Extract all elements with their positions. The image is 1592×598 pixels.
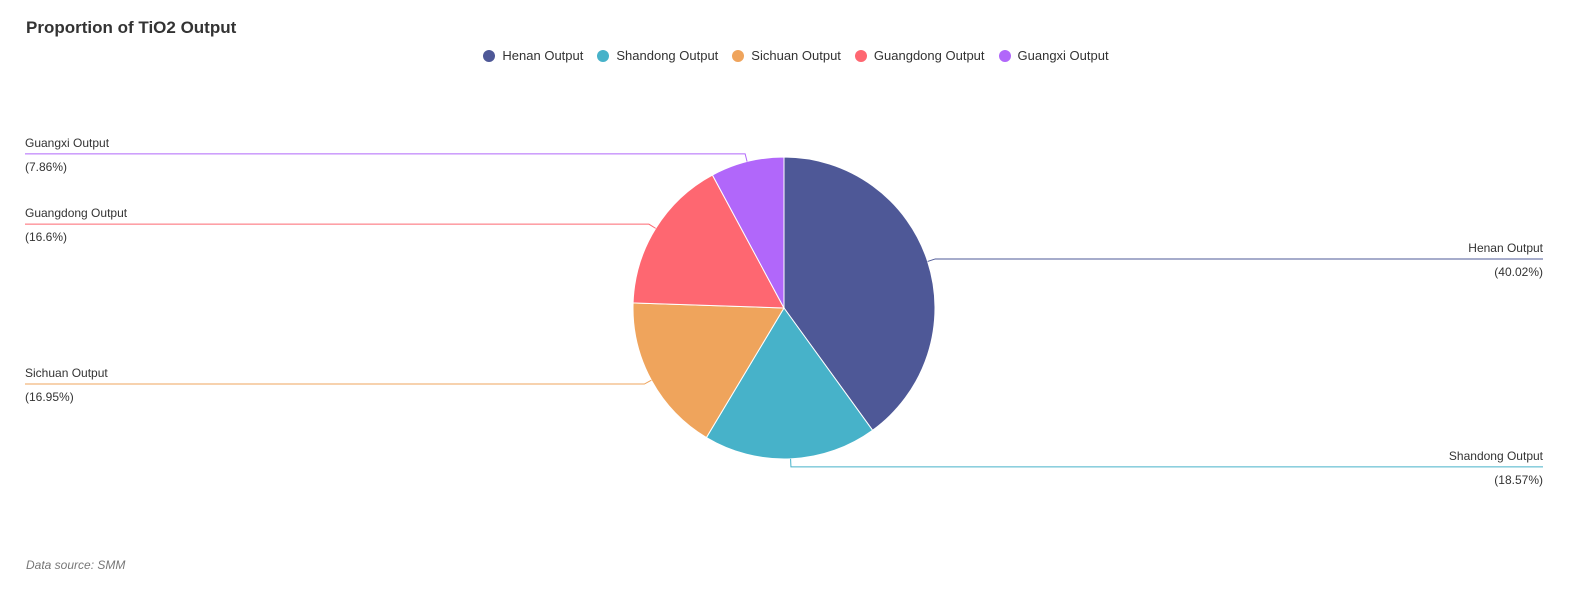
slice-label-name: Shandong Output [1449, 449, 1544, 463]
legend-marker [483, 49, 496, 62]
chart-title: Proportion of TiO2 Output [26, 18, 237, 37]
slice-label-name: Guangdong Output [25, 206, 128, 220]
legend-label: Shandong Output [616, 48, 719, 63]
legend-item-shandong-output[interactable]: Shandong Output [597, 48, 718, 63]
legend-marker [854, 49, 867, 62]
slice-label-name: Guangxi Output [25, 136, 110, 150]
legend-item-guangxi-output[interactable]: Guangxi Output [998, 48, 1109, 63]
pie-slice-henan-output[interactable] [783, 156, 936, 431]
slice-label-percent: (16.95%) [25, 390, 74, 404]
leader-line-shandong-output [790, 458, 1543, 468]
leader-line-sichuan-output [25, 379, 652, 385]
slice-label-name: Sichuan Output [25, 366, 108, 380]
legend-marker [732, 49, 745, 62]
legend-label: Henan Output [502, 48, 584, 63]
legend: Henan Output Shandong Output Sichuan Outpu… [0, 48, 1592, 63]
slice-label-percent: (40.02%) [1494, 265, 1543, 279]
pie-slice-shandong-output[interactable] [705, 307, 874, 460]
data-source-note: Data source: SMM [26, 558, 126, 572]
legend-label: Sichuan Output [751, 48, 841, 63]
legend-item-guangdong-output[interactable]: Guangdong Output [854, 48, 985, 63]
leader-line-guangxi-output [25, 153, 748, 162]
legend-label: Guangdong Output [873, 48, 985, 63]
legend-marker [998, 49, 1011, 62]
legend-item-henan-output[interactable]: Henan Output [483, 48, 583, 63]
legend-marker [597, 49, 610, 62]
leader-line-henan-output [927, 258, 1543, 262]
slice-label-percent: (7.86%) [25, 160, 67, 174]
slice-label-percent: (16.6%) [25, 230, 67, 244]
legend-label: Guangxi Output [1017, 48, 1109, 63]
legend-item-sichuan-output[interactable]: Sichuan Output [732, 48, 841, 63]
slice-label-name: Henan Output [1468, 241, 1543, 255]
slice-label-percent: (18.57%) [1494, 473, 1543, 487]
leader-line-guangdong-output [25, 223, 656, 229]
